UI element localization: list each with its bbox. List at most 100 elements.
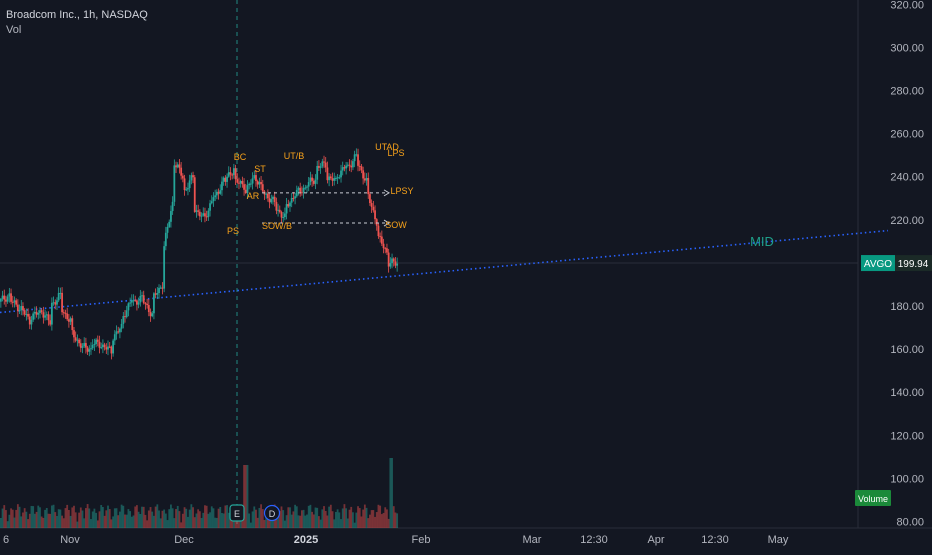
volume-bar [11,509,14,528]
dividend-badge[interactable] [263,504,281,522]
candle-body [18,310,21,312]
volume-bar [90,519,92,528]
candle-body [132,300,135,302]
candle-body [277,209,279,211]
candle-body [171,201,174,212]
candle-body [353,154,356,162]
volume-bar [270,519,273,528]
volume-bar [345,508,348,528]
volume-bar [35,511,38,528]
volume-bar [166,520,169,528]
volume-bar [57,509,60,528]
volume-bar [370,510,373,528]
volume-bar [130,516,133,528]
volume-bar [20,516,23,528]
candle-body [214,195,217,198]
volume-badge-bg [855,490,891,506]
volume-bar [141,506,143,528]
candle-body [335,177,337,179]
candle-body [375,219,378,226]
volume-bar [338,512,341,528]
volume-bar [124,514,126,528]
volume-bar [350,506,353,528]
volume-bar [185,508,188,528]
volume-bar [289,507,291,528]
volume-bar [341,508,344,528]
volume-bar [108,509,111,528]
volume-bar [74,512,77,528]
mid-trendline[interactable] [0,229,889,314]
candle-body [0,298,2,302]
volume-bar [222,513,225,528]
volume-bar [71,507,74,528]
candle-body [47,314,50,321]
candle-body [16,304,19,312]
candle-body [102,344,104,348]
candle-body [355,154,358,156]
x-tick-label: May [768,534,789,546]
candle-body [387,252,390,267]
volume-bar [301,510,303,528]
candle-body [180,167,183,176]
candle-body [28,316,31,325]
volume-bar [346,518,349,528]
volume-bar [353,522,356,528]
candle-body [391,258,393,264]
volume-bar [255,509,257,528]
candle-body [15,300,18,305]
candle-body [119,328,121,333]
candle-body [8,293,11,297]
volume-bar [323,506,325,528]
volume-bar [95,512,97,528]
candle-body [309,177,312,183]
candle-body [181,175,184,179]
volume-bar [40,516,43,528]
volume-bar [386,509,388,528]
volume-bar [132,515,135,528]
wyckoff-label-bc: BC [234,152,247,162]
candle-body [236,179,239,183]
volume-bar [324,510,327,528]
volume-bar [348,509,351,528]
candle-body [178,164,181,168]
event-badge-letter: D [269,509,276,519]
wyckoff-label-sow: SOW [385,220,407,230]
volume-bar [61,515,63,528]
volume-bar [183,507,186,528]
x-tick-label: 6 [3,534,9,546]
volume-bar [1,508,4,528]
volume-bar [178,511,181,528]
volume-bar [134,506,137,528]
candle-body [319,166,322,168]
volume-bar [261,509,264,528]
volume-bar [219,506,222,528]
volume-bar [355,512,358,528]
candle-body [265,193,268,195]
volume-bar [16,504,19,528]
candle-body [302,187,305,193]
volume-bar [120,504,123,528]
volume-bar [176,505,179,528]
candle-body [117,331,120,333]
candle-body [67,319,70,322]
candle-body [215,191,218,196]
volume-bar [260,504,262,528]
volume-bar [392,506,395,528]
candle-body [168,221,171,227]
volume-bar [294,504,296,528]
candle-body [161,287,164,289]
symbol-title: Broadcom Inc., 1h, NASDAQ [6,9,148,21]
volume-bar [295,506,298,528]
candle-body [209,203,211,211]
volume-bar [285,515,288,528]
volume-bar [253,506,256,528]
volume-bar [280,506,283,528]
volume-bar [290,514,293,528]
volume-bar [236,517,239,528]
earnings-badge[interactable] [229,504,245,522]
candle-body [40,310,43,313]
volume-bar [79,507,82,528]
candle-body [129,302,132,304]
